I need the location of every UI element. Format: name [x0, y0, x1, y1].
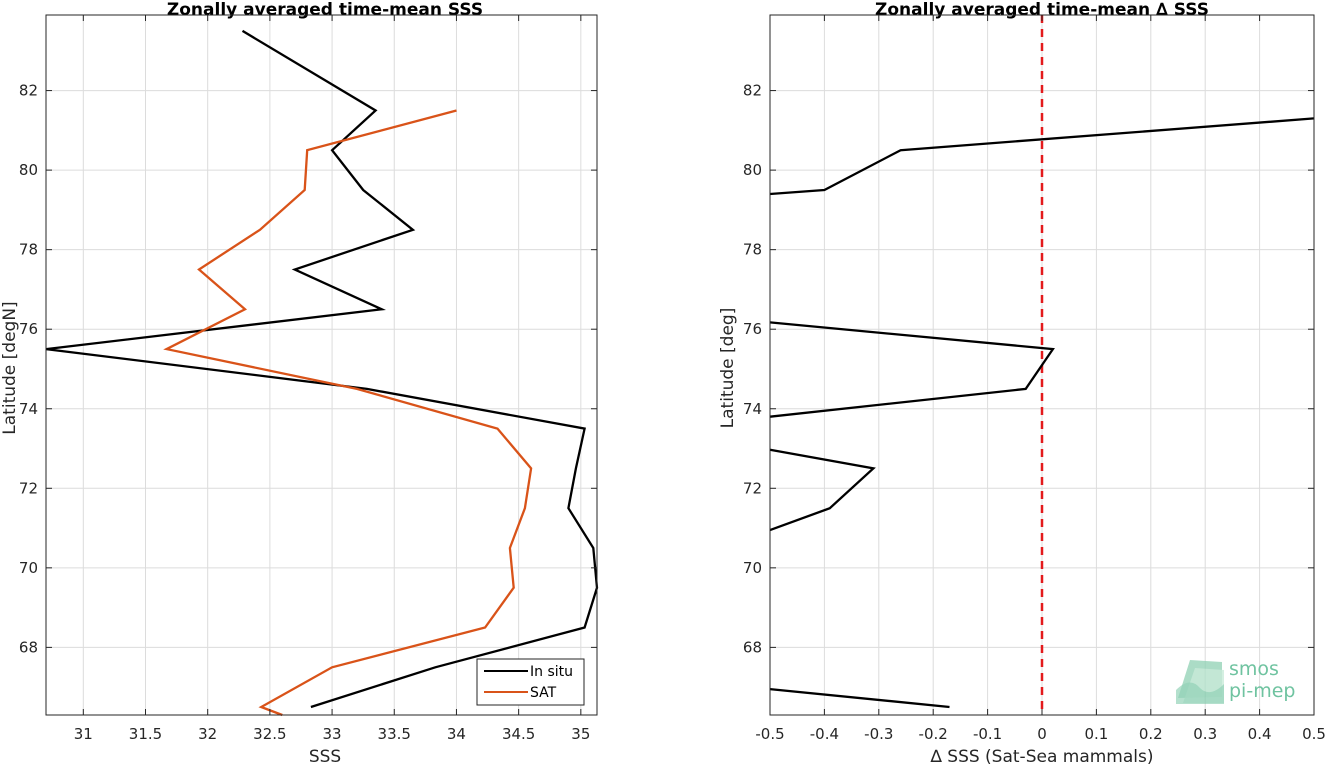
left-y-tick-label: 72 — [19, 479, 38, 497]
left-y-tick-label: 76 — [19, 320, 38, 338]
right-x-tick-label: 0 — [1037, 725, 1047, 743]
left-x-ticks: 31 31.5 32 32.5 33 33.5 34 34.5 35 — [74, 15, 590, 743]
left-x-tick-label: 33.5 — [378, 725, 411, 743]
legend-label-sat: SAT — [530, 685, 557, 701]
right-x-tick-label: -0.3 — [864, 725, 893, 743]
right-x-tick-label: 0.5 — [1302, 725, 1326, 743]
left-y-tick-label: 74 — [19, 400, 38, 418]
left-y-tick-label: 68 — [19, 638, 38, 656]
left-x-tick-label: 34 — [447, 725, 466, 743]
right-series-line-segment-0 — [769, 687, 950, 709]
left-x-tick-label: 33 — [323, 725, 342, 743]
right-series-line-segment-2 — [769, 321, 1055, 418]
right-y-tick-label: 74 — [743, 400, 762, 418]
right-x-tick-label: -0.1 — [973, 725, 1002, 743]
logo-wave-icon — [1176, 660, 1224, 704]
right-x-ticks: -0.5 -0.4 -0.3 -0.2 -0.1 0 0.1 0.2 0.3 0.4 0.5 — [755, 15, 1326, 743]
right-x-tick-label: -0.4 — [810, 725, 839, 743]
right-series-layer — [769, 15, 1315, 715]
left-plot-frame — [45, 14, 598, 716]
right-chart: Zonally averaged time-mean ∆ SSS -0.5 -0.… — [718, 0, 1326, 765]
right-x-tick-label: 0.2 — [1139, 725, 1163, 743]
left-chart: Zonally averaged time-mean SSS 31 31.5 32 3… — [0, 0, 599, 765]
legend-box — [476, 658, 585, 706]
left-y-ticks: 68 70 72 74 76 78 80 82 — [19, 82, 597, 656]
left-chart-title: Zonally averaged time-mean SSS — [167, 0, 483, 20]
logo-line2: pi-mep — [1229, 680, 1295, 702]
left-y-tick-label: 80 — [19, 161, 38, 179]
left-x-tick-label: 32.5 — [253, 725, 286, 743]
left-series-line-in-situ — [45, 29, 599, 709]
left-y-tick-label: 82 — [19, 82, 38, 100]
left-x-tick-label: 32 — [198, 725, 217, 743]
right-y-tick-label: 78 — [743, 241, 762, 259]
right-x-tick-label: 0.1 — [1084, 725, 1108, 743]
left-x-tick-label: 31 — [74, 725, 93, 743]
legend-label-in-situ: In situ — [530, 664, 573, 680]
right-series-line-segment-1 — [769, 448, 876, 532]
logo-line1: smos — [1229, 658, 1279, 680]
left-grid — [46, 15, 597, 715]
left-x-tick-label: 34.5 — [502, 725, 535, 743]
right-x-tick-label: 0.4 — [1248, 725, 1272, 743]
right-y-tick-label: 76 — [743, 320, 762, 338]
left-y-axis-label: Latitude [degN] — [0, 301, 20, 434]
right-x-tick-label: -0.5 — [755, 725, 784, 743]
right-series-line-segment-3 — [769, 117, 1315, 196]
smos-pi-mep-logo: smos pi-mep — [1176, 658, 1295, 704]
left-y-tick-label: 70 — [19, 559, 38, 577]
right-x-axis-label: ∆ SSS (Sat-Sea mammals) — [930, 747, 1154, 765]
left-x-axis-label: SSS — [309, 747, 341, 765]
left-series-layer — [45, 29, 599, 717]
left-series-line-sat — [163, 109, 533, 717]
left-y-tick-label: 78 — [19, 241, 38, 259]
left-x-tick-label: 31.5 — [129, 725, 162, 743]
right-x-tick-label: 0.3 — [1193, 725, 1217, 743]
right-y-tick-label: 82 — [743, 82, 762, 100]
right-y-axis-label: Latitude [deg] — [718, 308, 738, 429]
right-y-tick-label: 80 — [743, 161, 762, 179]
right-y-ticks: 68 70 72 74 76 78 80 82 — [743, 82, 1314, 656]
right-y-tick-label: 70 — [743, 559, 762, 577]
right-x-tick-label: -0.2 — [919, 725, 948, 743]
left-x-tick-label: 35 — [571, 725, 590, 743]
legend: In situ SAT — [476, 658, 585, 706]
right-y-tick-label: 68 — [743, 638, 762, 656]
right-y-tick-label: 72 — [743, 479, 762, 497]
